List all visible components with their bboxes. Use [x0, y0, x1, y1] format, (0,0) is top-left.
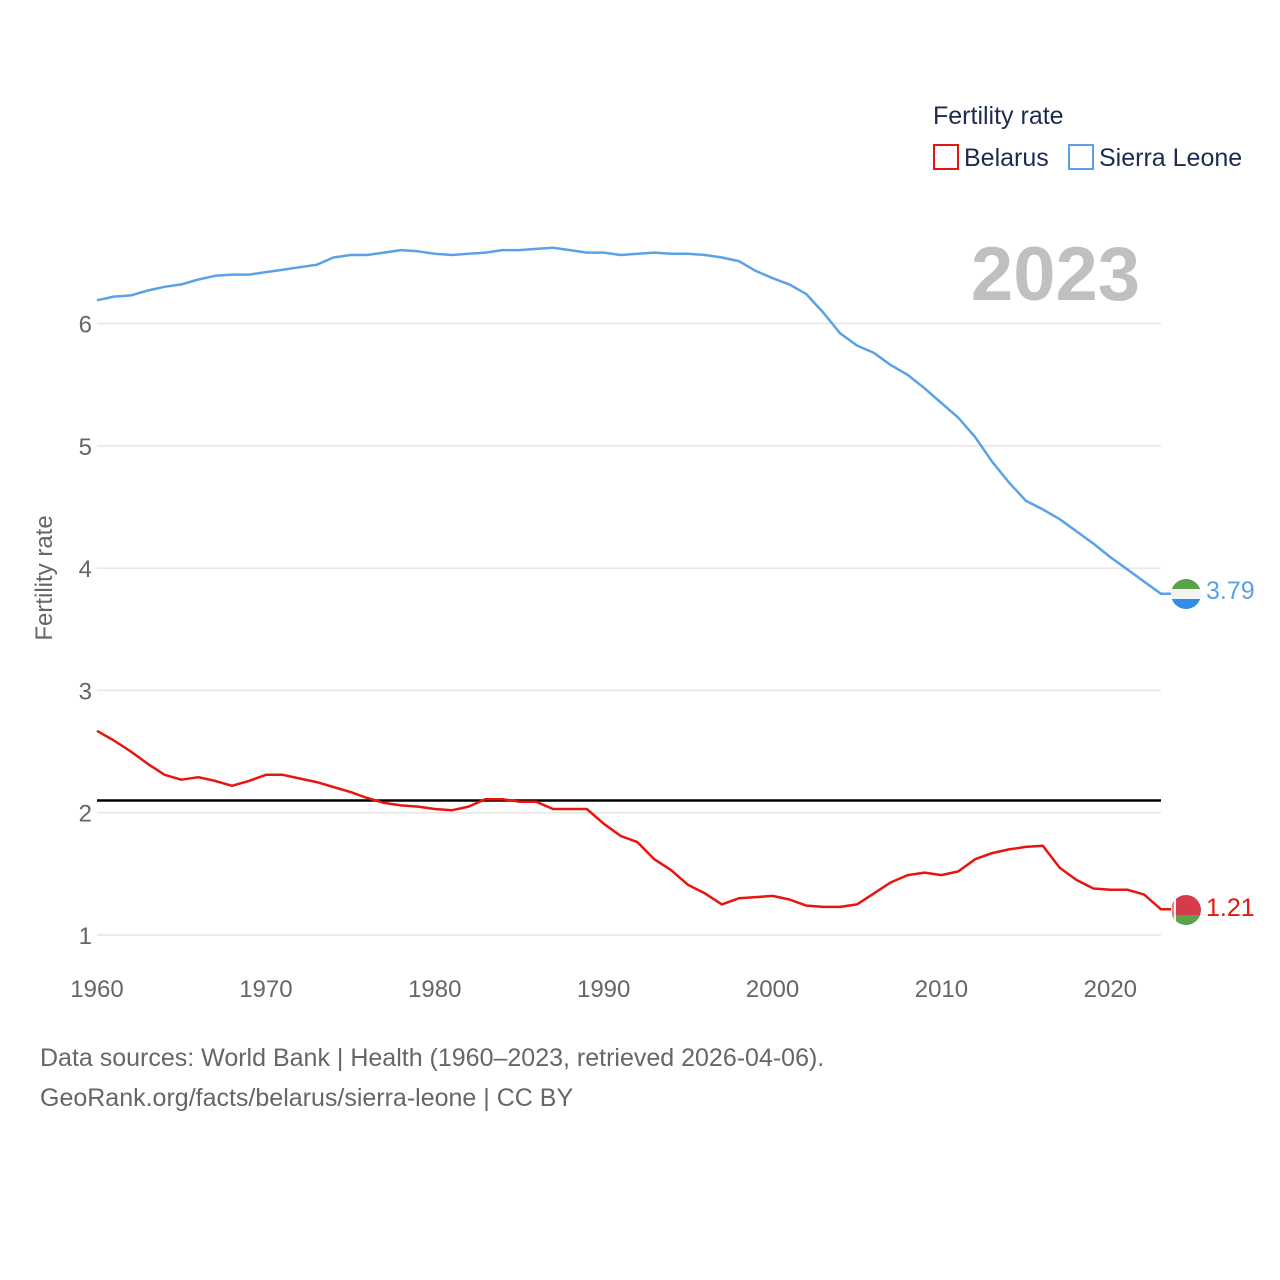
y-tick-label: 3	[79, 678, 92, 705]
x-tick-label: 1960	[70, 976, 123, 1003]
legend-item-sierra-leone[interactable]: Sierra Leone	[1068, 144, 1242, 172]
legend-label-belarus: Belarus	[964, 144, 1049, 172]
series-line-sierra-leone[interactable]	[96, 246, 1172, 596]
legend[interactable]: Fertility rate Belarus Sierra Leone	[933, 102, 1242, 172]
y-tick-label: 1	[79, 923, 92, 950]
legend-item-belarus[interactable]: Belarus	[933, 144, 1049, 172]
x-tick-label: 1990	[577, 976, 630, 1003]
y-tick-label: 2	[79, 801, 92, 828]
x-tick-label: 2000	[746, 976, 799, 1003]
current-year-label: 2023	[971, 232, 1140, 317]
x-tick-label: 1970	[239, 976, 292, 1003]
sierra-leone-flag-icon	[1171, 579, 1201, 609]
y-tick-label: 5	[79, 434, 92, 461]
legend-title: Fertility rate	[933, 102, 1064, 130]
sierra-leone-end-value: 3.79	[1206, 577, 1255, 605]
y-tick-label: 6	[79, 312, 92, 339]
attribution-text: GeoRank.org/facts/belarus/sierra-leone |…	[40, 1084, 574, 1112]
x-tick-label: 1980	[408, 976, 461, 1003]
grid-lines	[97, 322, 1161, 936]
data-sources-text: Data sources: World Bank | Health (1960–…	[40, 1044, 825, 1072]
series-line-belarus[interactable]	[96, 729, 1172, 911]
x-tick-label: 2020	[1084, 976, 1137, 1003]
belarus-flag-icon	[1171, 895, 1201, 925]
series-lines	[96, 246, 1172, 911]
y-axis-ticks: 1 2 3 4 5 6	[79, 312, 92, 951]
belarus-end-value: 1.21	[1206, 894, 1255, 922]
legend-swatch-belarus	[933, 144, 959, 170]
y-tick-label: 4	[79, 556, 92, 583]
x-axis-ticks: 1960 1970 1980 1990 2000 2010 2020	[70, 976, 1137, 1003]
legend-label-sierra-leone: Sierra Leone	[1099, 144, 1242, 172]
legend-swatch-sierra-leone	[1068, 144, 1094, 170]
x-tick-label: 2010	[915, 976, 968, 1003]
y-axis-title: Fertility rate	[31, 515, 58, 640]
